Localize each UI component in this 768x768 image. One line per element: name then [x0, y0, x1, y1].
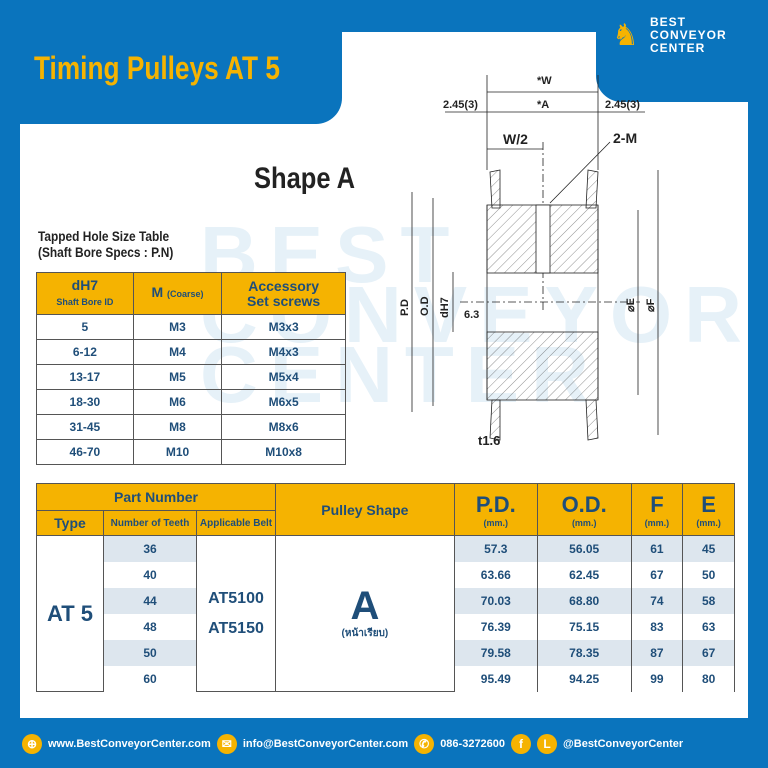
table-cell: 6-12	[36, 339, 134, 365]
dim-dh7: dH7	[439, 297, 451, 318]
table-cell: 63.66	[453, 561, 538, 588]
table-cell: 87	[630, 639, 684, 666]
table-cell: M5	[132, 364, 223, 390]
table-cell: 94.25	[536, 665, 632, 692]
dim-half: W/2	[503, 131, 528, 147]
belt-cell: AT5100 AT5150	[196, 535, 276, 692]
tapped-hole-table: dH7 Shaft Bore ID M (Coarse) Accessory Set…	[36, 272, 346, 465]
table-cell: 76.39	[453, 613, 538, 640]
page-title: Timing Pulleys AT 5	[34, 50, 280, 86]
line-icon[interactable]: L	[537, 734, 558, 754]
table-cell: 63	[682, 613, 735, 640]
dim-w: *W	[537, 75, 552, 87]
pulley-drawing: *W *A 2.45(3) 2.45(3) W/2 2-M 6.3 t1.6 P…	[400, 75, 659, 448]
table-row: 5 M3 M3x3	[36, 314, 346, 340]
mail-icon: ✉	[216, 734, 237, 754]
table-cell: 68.80	[536, 587, 632, 614]
roughness: 6.3	[464, 309, 479, 321]
dim-left: 2.45(3)	[443, 99, 478, 111]
table-row: 60 95.49 94.25 99 80	[37, 665, 735, 692]
table-cell: M6x5	[221, 389, 346, 415]
table-cell: 44	[103, 587, 197, 614]
table-cell: M4x3	[221, 339, 346, 365]
table-row: 40 63.66 62.45 67 50	[37, 561, 735, 588]
phone-icon: ✆	[414, 734, 435, 754]
logo-box	[596, 0, 768, 102]
table-cell: 70.03	[453, 587, 538, 614]
table-cell: 58	[682, 587, 735, 614]
footer: ⊕ www.BestConveyorCenter.com ✉ info@BestCo…	[0, 728, 768, 760]
table-cell: 83	[630, 613, 684, 640]
table-cell: 56.05	[536, 535, 632, 562]
table-cell: 95.49	[453, 665, 538, 692]
shape-cell: A (หน้าเรียบ)	[275, 535, 455, 692]
globe-icon: ⊕	[22, 734, 42, 754]
table-cell: 5	[36, 314, 134, 340]
social-handle[interactable]: @BestConveyorCenter	[563, 738, 684, 750]
type-cell: AT 5	[36, 535, 104, 692]
table-cell: M5x4	[221, 364, 346, 390]
dim-od: O.D	[419, 296, 431, 316]
dim-t: t1.6	[478, 433, 500, 448]
email-link[interactable]: info@BestConveyorCenter.com	[242, 738, 409, 750]
table-cell: 13-17	[36, 364, 134, 390]
table-cell: M6	[132, 389, 223, 415]
table-cell: 31-45	[36, 414, 134, 440]
table-row: 31-45 M8 M8x6	[36, 414, 346, 440]
table-cell: M4	[132, 339, 223, 365]
table-row: 13-17 M5 M5x4	[36, 364, 346, 390]
phone-number[interactable]: 086-3272600	[440, 738, 506, 750]
logo: BEST CONVEYOR CENTER	[650, 15, 727, 55]
table-cell: 57.3	[453, 535, 538, 562]
table-cell: 46-70	[36, 439, 134, 465]
dim-e: ⌀E	[625, 298, 637, 312]
logo-icon: ♞	[612, 19, 639, 52]
table-row: 46-70 M10 M10x8	[36, 439, 346, 465]
table-cell: 36	[103, 535, 197, 562]
table-cell: M10	[132, 439, 223, 465]
table-row: 44 70.03 68.80 74 58	[37, 587, 735, 614]
table-cell: 67	[630, 561, 684, 588]
table-row: 50 79.58 78.35 87 67	[37, 639, 735, 666]
table-cell: 45	[682, 535, 735, 562]
website-link[interactable]: www.BestConveyorCenter.com	[48, 738, 211, 750]
table-cell: 50	[103, 639, 197, 666]
table-row: 48 76.39 75.15 83 63	[37, 613, 735, 640]
table-cell: 67	[682, 639, 735, 666]
table-cell: M3x3	[221, 314, 346, 340]
specs-table: Part Number Pulley Shape P.D. (mm.) O.D.(…	[36, 483, 735, 692]
shape-title: Shape A	[254, 162, 356, 195]
table-cell: 78.35	[536, 639, 632, 666]
table-cell: 79.58	[453, 639, 538, 666]
table-cell: 99	[630, 665, 684, 692]
table-cell: 50	[682, 561, 735, 588]
table-cell: 75.15	[536, 613, 632, 640]
table-cell: 62.45	[536, 561, 632, 588]
table-cell: M8x6	[221, 414, 346, 440]
table-cell: 74	[630, 587, 684, 614]
table-row: 6-12 M4 M4x3	[36, 339, 346, 365]
table-cell: 61	[630, 535, 684, 562]
table-cell: M8	[132, 414, 223, 440]
dim-m: 2-M	[613, 130, 637, 146]
dim-f: ⌀F	[645, 298, 657, 312]
table-row: 18-30 M6 M6x5	[36, 389, 346, 415]
table-cell: M3	[132, 314, 223, 340]
facebook-icon[interactable]: f	[511, 734, 532, 754]
table-cell: 80	[682, 665, 735, 692]
table-cell: 48	[103, 613, 197, 640]
table-cell: 18-30	[36, 389, 134, 415]
table-cell: 40	[103, 561, 197, 588]
dim-right: 2.45(3)	[605, 99, 640, 111]
table-cell: 60	[103, 665, 197, 692]
title-box	[0, 0, 342, 124]
table-cell: M10x8	[221, 439, 346, 465]
dim-pd: P.D	[400, 299, 411, 316]
table-row: AT 5 36 AT5100 AT5150 A (หน้าเรียบ) 57.3 56.05 6…	[36, 535, 735, 692]
tapped-caption: Tapped Hole Size Table (Shaft Bore Specs …	[38, 228, 174, 260]
dim-a: *A	[537, 99, 549, 111]
